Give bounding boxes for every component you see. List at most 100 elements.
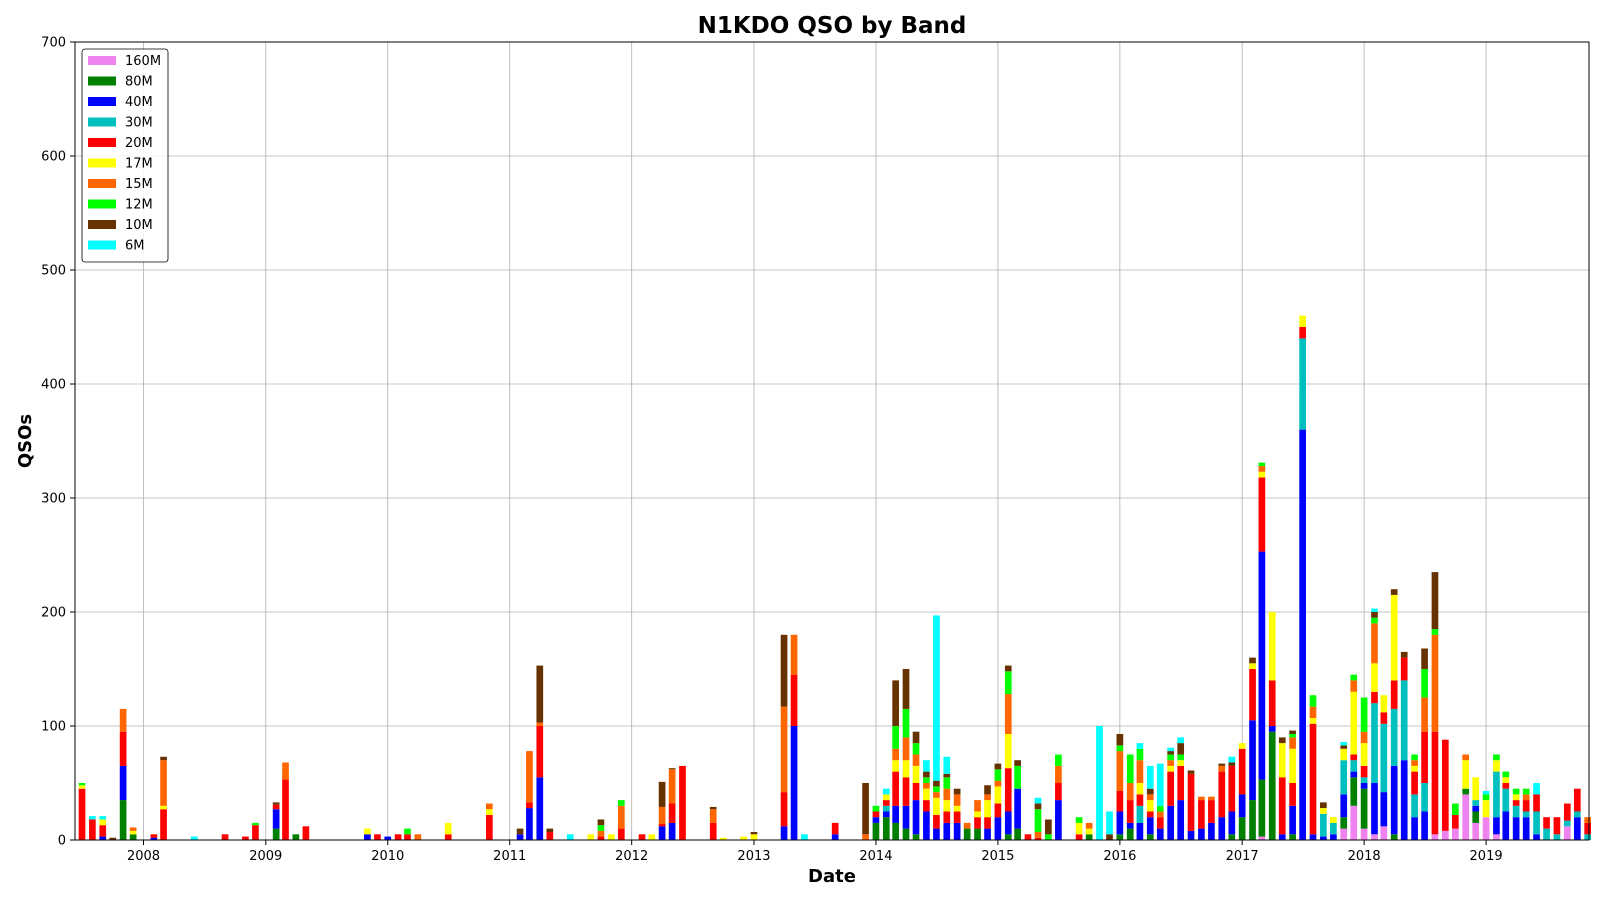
bar-segment [902,737,910,761]
bar-segment [790,674,798,726]
bar-segment [1136,783,1144,795]
legend-swatch [88,97,116,106]
bar-segment [658,806,666,825]
bar-segment [109,837,117,840]
bar-segment [902,708,910,738]
bar-segment [892,771,899,806]
bar-segment [902,777,910,806]
bar-segment [1289,783,1296,806]
bar-segment [1055,800,1062,840]
x-tick-label: 2014 [859,849,892,864]
bar-segment [1299,429,1306,840]
bar-segment [1268,612,1276,681]
bar-segment [364,834,371,840]
bar-segment [984,785,991,795]
bar-segment [1390,765,1398,835]
y-tick-label: 700 [41,36,66,51]
bar-segment [160,756,167,761]
bar-segment [933,828,940,840]
bar-segment [1167,751,1174,755]
bar-segment [1472,822,1480,840]
bar-segment [1584,817,1591,823]
legend-label: 80M [125,75,153,90]
bar-segment [1268,680,1276,726]
bar-segment [1371,608,1378,612]
bar-segment [1431,629,1439,635]
bar-segment [1085,828,1093,835]
bar-segment [1085,834,1093,840]
bar-segment [638,834,646,840]
bar-segment [1360,783,1368,789]
bar-segment [119,765,127,801]
legend-label: 6M [125,239,145,254]
bar-segment [1400,760,1408,840]
bar-segment [923,811,930,840]
bar-segment [1502,777,1510,783]
legend-swatch [88,158,116,168]
bar-segment [1187,773,1195,831]
bar-segment [974,817,981,829]
bar-segment [892,822,899,840]
bar-segment [1350,777,1358,806]
legend-label: 30M [125,116,153,131]
bar-segment [1360,828,1368,840]
bar-segment [974,828,981,840]
bar-segment [1350,760,1358,772]
x-tick-label: 2010 [371,849,404,864]
bar-segment [1380,826,1388,840]
bar-segment [1340,794,1348,818]
bar-segment [1522,788,1530,795]
bar-segment [668,803,676,823]
bar-segment [252,822,259,826]
bar-segment [923,760,930,772]
bar-segment [1522,811,1530,818]
bar-segment [1238,748,1246,795]
bar-segment [1431,834,1439,840]
bar-segment [1320,813,1327,837]
bar-segment [1177,800,1185,840]
bar-segment [1136,748,1144,761]
bar-segment [1116,811,1124,835]
bar-segment [1533,811,1540,835]
bar-segment [1136,805,1144,823]
bar-segment [1371,783,1378,835]
bar-segment [1126,800,1134,823]
bar-segment [1400,680,1408,761]
bar-segment [1167,765,1174,772]
y-tick-label: 300 [41,492,66,507]
bar-segment [1431,572,1439,630]
x-tick-label: 2013 [737,849,770,864]
legend-swatch [88,117,116,127]
bar-segment [78,788,86,840]
bar-segment [1228,762,1236,766]
bar-segment [780,826,788,840]
bar-segment [1258,836,1266,840]
legend-label: 10M [125,218,153,233]
bar-segment [272,828,280,840]
bar-segment [282,762,289,780]
bar-segment [1116,834,1124,840]
bar-segment [536,665,544,723]
bar-segment [953,794,961,806]
bar-segment [892,805,899,823]
bar-segment [1573,811,1581,818]
bar-segment [597,825,605,831]
bar-segment [1156,811,1164,818]
bar-segment [994,803,1002,818]
bar-segment [953,788,961,795]
bar-segment [119,731,127,766]
bar-segment [1360,777,1368,783]
bar-segment [190,836,198,840]
bar-segment [1146,765,1154,789]
bar-segment [943,756,951,774]
bar-segment [1278,737,1286,744]
bar-segment [1218,763,1226,766]
bar-segment [862,834,869,840]
bar-segment [1309,706,1317,719]
bar-segment [1360,731,1368,744]
bar-stacks [78,315,1591,840]
bar-segment [1004,733,1012,769]
bar-segment [1004,768,1012,812]
bar-segment [617,828,625,840]
bar-segment [1522,794,1530,801]
